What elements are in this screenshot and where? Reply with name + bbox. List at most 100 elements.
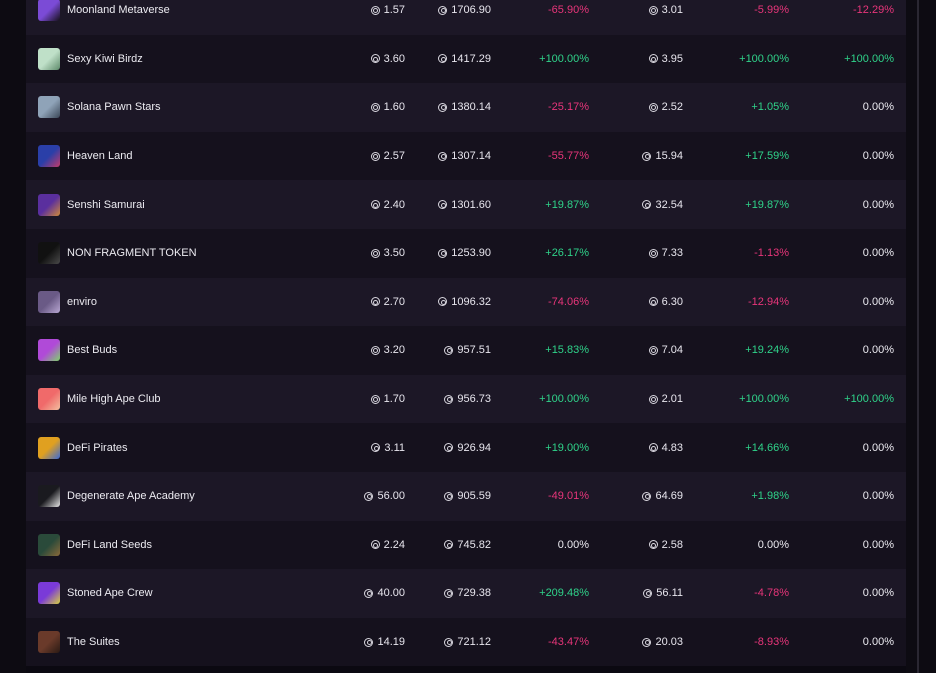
- volume-change: -43.47%: [548, 636, 589, 649]
- volume: 1096.32: [438, 296, 491, 308]
- floor-price: 2.40: [370, 198, 405, 211]
- table-row[interactable]: The Suites 14.19 721.12 -43.47% 20.03 -8…: [26, 617, 906, 667]
- collection-name[interactable]: NON FRAGMENT TOKEN: [67, 247, 197, 260]
- price-change: -5.99%: [754, 4, 789, 17]
- collection-name[interactable]: Mile High Ape Club: [67, 393, 161, 406]
- table-row[interactable]: Senshi Samurai 2.40 1301.60 +19.87% 32.5…: [26, 180, 906, 229]
- table-row[interactable]: Degenerate Ape Academy 56.00 905.59 -49.…: [26, 471, 906, 521]
- sol-icon: [364, 491, 374, 501]
- collection-name[interactable]: Heaven Land: [67, 150, 133, 163]
- floor-price-value: 2.40: [383, 198, 405, 211]
- floor-price: 40.00: [364, 587, 405, 599]
- price-change: 0.00%: [757, 538, 789, 551]
- collection-name[interactable]: Sexy Kiwi Birdz: [67, 52, 143, 65]
- table-row[interactable]: DeFi Pirates 3.11 926.94 +19.00% 4.83 +1…: [26, 423, 906, 472]
- average-price: 2.58: [648, 539, 683, 551]
- table-row[interactable]: Moonland Metaverse 1.57 1706.90 -65.90% …: [26, 0, 906, 35]
- sales-change: 0.00%: [862, 101, 894, 114]
- collection-thumbnail-image: [38, 485, 60, 508]
- volume-value: 1301.60: [451, 198, 491, 211]
- table-row[interactable]: Mile High Ape Club 1.70 956.73 +100.00% …: [26, 374, 906, 424]
- volume: 729.38: [444, 587, 491, 599]
- average-price: 3.95: [648, 53, 683, 65]
- average-price-value: 7.33: [661, 247, 683, 260]
- sol-icon: [438, 200, 448, 210]
- sol-icon: [444, 540, 454, 550]
- volume-change: -49.01%: [548, 490, 589, 503]
- collection-thumbnail: [38, 339, 60, 362]
- collection-thumbnail-image: [38, 242, 60, 265]
- price-change: -12.94%: [748, 295, 789, 308]
- collection-thumbnail-image: [38, 0, 60, 22]
- sol-icon: [438, 151, 448, 161]
- collection-thumbnail: [38, 96, 60, 119]
- floor-price-value: 56.00: [377, 490, 405, 503]
- collection-name[interactable]: DeFi Land Seeds: [67, 538, 152, 551]
- collection-name[interactable]: Best Buds: [67, 344, 118, 357]
- collection-name[interactable]: Solana Pawn Stars: [67, 101, 161, 114]
- sol-icon: [364, 588, 374, 598]
- sol-icon: [370, 151, 380, 161]
- scroll-track[interactable]: [917, 0, 919, 673]
- floor-price-value: 2.57: [383, 150, 405, 163]
- table-row[interactable]: Heaven Land 2.57 1307.14 -55.77% 15.94 +…: [26, 131, 906, 181]
- collection-name[interactable]: Moonland Metaverse: [67, 4, 170, 17]
- sol-icon: [642, 491, 652, 501]
- floor-price: 3.50: [370, 247, 405, 260]
- collection-thumbnail: [38, 388, 60, 411]
- floor-price-value: 3.60: [383, 52, 405, 65]
- table-row[interactable]: Stoned Ape Crew 40.00 729.38 +209.48% 56…: [26, 569, 906, 618]
- volume: 1380.14: [438, 101, 491, 113]
- table-row[interactable]: Sexy Kiwi Birdz 3.60 1417.29 +100.00% 3.…: [26, 34, 906, 84]
- sales-change: +100.00%: [844, 52, 894, 65]
- volume-value: 956.73: [457, 393, 491, 406]
- collection-name[interactable]: DeFi Pirates: [67, 441, 128, 454]
- collection-thumbnail: [38, 145, 60, 168]
- collection-name[interactable]: The Suites: [67, 636, 120, 649]
- sol-icon: [371, 443, 381, 453]
- floor-price: 3.20: [370, 344, 405, 356]
- sol-icon: [444, 443, 454, 453]
- collection-name[interactable]: Stoned Ape Crew: [67, 587, 153, 600]
- sol-icon: [648, 297, 658, 307]
- table-row[interactable]: NON FRAGMENT TOKEN 3.50 1253.90 +26.17% …: [26, 228, 906, 278]
- table-row[interactable]: Solana Pawn Stars 1.60 1380.14 -25.17% 2…: [26, 83, 906, 132]
- volume: 1417.29: [438, 53, 491, 65]
- collection-thumbnail-image: [38, 582, 60, 605]
- collection-name[interactable]: Senshi Samurai: [67, 198, 145, 211]
- floor-price-value: 3.50: [383, 247, 405, 260]
- sol-icon: [642, 151, 652, 161]
- sol-icon: [642, 200, 652, 210]
- average-price-value: 64.69: [655, 490, 683, 503]
- average-price: 56.11: [643, 587, 683, 599]
- average-price: 3.01: [648, 4, 683, 16]
- average-price: 15.94: [642, 150, 683, 162]
- collection-thumbnail-image: [38, 388, 60, 411]
- collection-thumbnail: [38, 242, 60, 265]
- collection-thumbnail-image: [38, 193, 60, 216]
- sol-icon: [370, 200, 380, 210]
- collection-name[interactable]: enviro: [67, 295, 97, 308]
- table-row[interactable]: DeFi Land Seeds 2.24 745.82 0.00% 2.58 0…: [26, 520, 906, 570]
- table-row[interactable]: enviro 2.70 1096.32 -74.06% 6.30 -12.94%…: [26, 277, 906, 327]
- volume-change: -55.77%: [548, 150, 589, 163]
- volume: 956.73: [444, 393, 491, 405]
- table-row[interactable]: Best Buds 3.20 957.51 +15.83% 7.04 +19.2…: [26, 326, 906, 375]
- price-change: +19.87%: [745, 198, 789, 211]
- average-price: 7.33: [648, 247, 683, 260]
- floor-price: 14.19: [364, 636, 405, 648]
- price-change: +14.66%: [745, 441, 789, 454]
- floor-price: 1.70: [370, 393, 405, 405]
- collection-thumbnail: [38, 485, 60, 508]
- floor-price: 1.60: [370, 101, 405, 113]
- collection-thumbnail: [38, 47, 60, 70]
- sol-icon: [370, 394, 380, 404]
- price-change: +17.59%: [745, 150, 789, 163]
- sol-icon: [438, 54, 448, 64]
- collection-name[interactable]: Degenerate Ape Academy: [67, 490, 195, 503]
- volume-change: +19.00%: [545, 441, 589, 454]
- volume: 1706.90: [438, 4, 491, 16]
- volume-change: +26.17%: [545, 247, 589, 260]
- sol-icon: [438, 102, 448, 112]
- sol-icon: [370, 540, 380, 550]
